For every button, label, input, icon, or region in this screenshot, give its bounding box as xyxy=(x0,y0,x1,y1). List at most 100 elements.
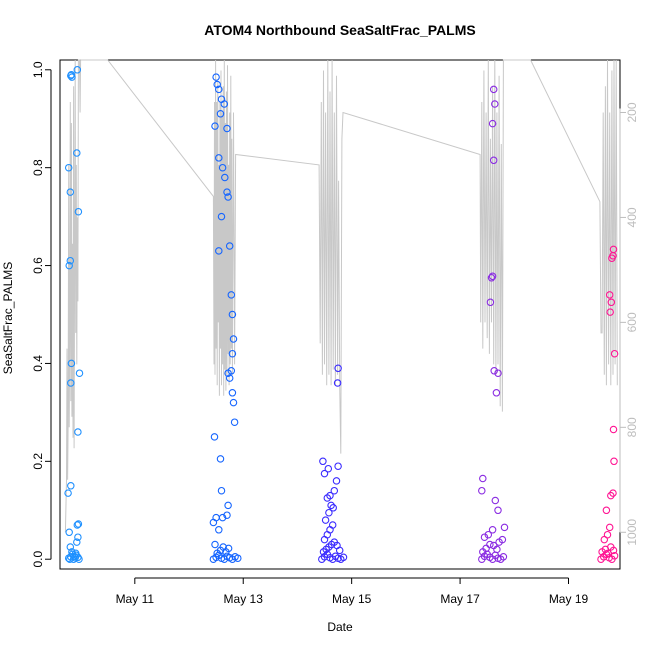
data-point xyxy=(319,457,327,466)
data-point xyxy=(482,544,490,553)
data-point xyxy=(329,504,337,512)
y-tick-label: 0.4 xyxy=(31,355,45,372)
y-tick-label: 0.0 xyxy=(31,551,45,568)
data-point xyxy=(609,425,618,434)
y-axis-right: 200 400 600 800 1000 xyxy=(619,102,639,546)
data-point xyxy=(211,540,219,549)
plot-area-border xyxy=(59,59,621,570)
y2-tick-label: 200 xyxy=(625,102,639,122)
data-point xyxy=(334,462,342,470)
series-4 xyxy=(478,85,509,563)
y2-tick-label: 600 xyxy=(625,312,639,332)
data-point xyxy=(493,545,501,554)
data-point xyxy=(211,122,219,130)
data-point xyxy=(224,501,232,510)
series-1 xyxy=(64,66,84,563)
data-point xyxy=(228,349,237,358)
x-axis-label: Date xyxy=(327,620,353,634)
data-point xyxy=(492,389,501,397)
data-point xyxy=(215,526,223,534)
data-point xyxy=(74,428,82,436)
data-point xyxy=(484,530,493,539)
series-2 xyxy=(209,73,242,563)
data-point xyxy=(68,73,76,81)
data-point xyxy=(73,538,81,546)
x-tick-label: May 17 xyxy=(440,592,480,606)
y-tick-label: 0.8 xyxy=(31,159,45,176)
data-point xyxy=(220,100,229,108)
data-point xyxy=(210,433,219,441)
data-point xyxy=(328,521,337,529)
data-point xyxy=(230,418,239,426)
data-point xyxy=(215,85,223,94)
data-point xyxy=(498,535,507,544)
data-point xyxy=(489,156,498,165)
data-point xyxy=(213,80,221,89)
data-point xyxy=(494,506,502,515)
data-point xyxy=(64,489,72,497)
series-5 xyxy=(597,245,619,563)
points-layer xyxy=(64,66,619,563)
data-point xyxy=(488,119,497,128)
data-point xyxy=(339,553,348,562)
data-point xyxy=(486,298,495,307)
x-tick-label: May 11 xyxy=(116,592,155,606)
pressure-line-layer xyxy=(64,59,618,533)
chart-title: ATOM4 Northbound SeaSaltFrac_PALMS xyxy=(204,22,475,38)
data-point xyxy=(223,188,231,196)
data-point xyxy=(325,508,333,517)
data-point xyxy=(75,369,84,377)
data-point xyxy=(71,549,80,558)
x-tick-label: May 19 xyxy=(549,592,589,606)
data-point xyxy=(73,66,82,74)
data-point xyxy=(486,540,494,549)
x-tick-label: May 15 xyxy=(332,592,372,606)
data-point xyxy=(609,546,618,555)
y-axis-left: 0.0 0.2 0.4 0.6 0.8 1.0 xyxy=(31,61,52,568)
data-point xyxy=(215,247,223,255)
data-point xyxy=(605,523,614,532)
data-point xyxy=(324,464,333,473)
data-point xyxy=(500,523,509,532)
data-point xyxy=(607,298,616,307)
data-point xyxy=(217,486,226,495)
data-point xyxy=(64,163,73,172)
data-point xyxy=(234,554,242,562)
data-point xyxy=(607,491,615,500)
data-point xyxy=(499,553,508,561)
data-point xyxy=(212,73,220,81)
data-point xyxy=(332,477,341,485)
data-point xyxy=(479,474,487,483)
data-point xyxy=(74,207,83,216)
x-tick-label: May 13 xyxy=(224,592,264,606)
data-point xyxy=(333,379,342,387)
data-point xyxy=(224,369,232,377)
pressure-line xyxy=(64,59,618,533)
y-tick-label: 1.0 xyxy=(31,61,45,78)
series-3 xyxy=(318,364,348,563)
data-point xyxy=(215,154,223,162)
data-point xyxy=(66,543,75,551)
x-axis: May 11 May 13 May 15 May 17 May 19 xyxy=(116,577,589,606)
data-point xyxy=(491,100,499,108)
data-point xyxy=(609,245,618,254)
data-point xyxy=(335,546,344,555)
data-point xyxy=(223,124,231,133)
data-point xyxy=(321,516,330,524)
data-point xyxy=(224,544,233,553)
data-point xyxy=(228,389,237,397)
data-point xyxy=(225,242,234,250)
data-point xyxy=(73,521,82,529)
data-point xyxy=(610,552,619,560)
y-tick-label: 0.6 xyxy=(31,257,45,274)
data-point xyxy=(489,85,498,94)
data-point xyxy=(225,374,234,382)
data-point xyxy=(223,511,231,519)
data-point xyxy=(334,364,342,373)
data-point xyxy=(73,149,81,157)
data-point xyxy=(221,173,229,182)
data-point xyxy=(66,188,75,196)
y2-tick-label: 800 xyxy=(625,417,639,437)
data-point xyxy=(320,469,329,478)
data-point xyxy=(480,533,489,541)
